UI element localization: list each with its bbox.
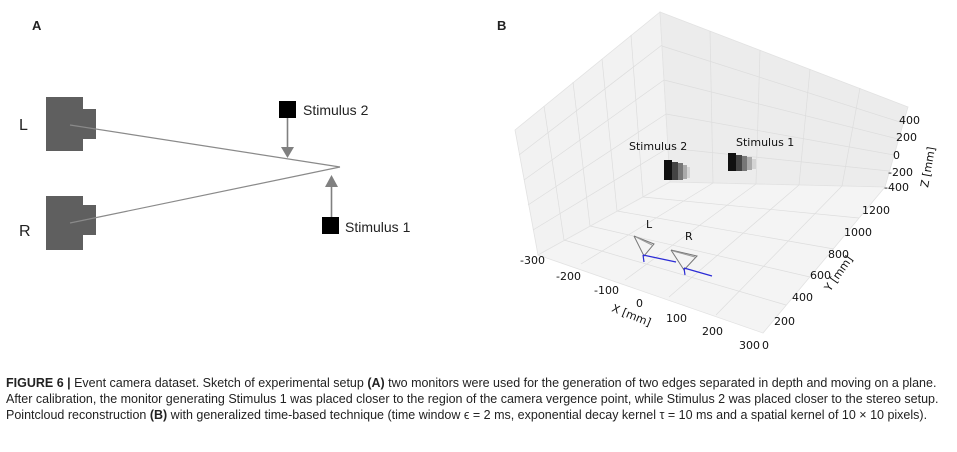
plot-camera-left-icon — [633, 235, 677, 263]
stimulus-2-label: Stimulus 2 — [303, 102, 369, 118]
panel-b-letter: B — [497, 18, 506, 33]
y-tick-4: 600 — [810, 269, 831, 282]
sight-line-right — [69, 166, 341, 224]
x-tick-6: 200 — [702, 325, 723, 338]
x-tick-2: -200 — [556, 270, 581, 283]
stimulus-1-monitor — [322, 217, 339, 234]
x-tick-3: -100 — [594, 284, 619, 297]
caption-text-3: with generalized time-based technique (t… — [167, 408, 928, 422]
z-tick-1: 400 — [899, 114, 920, 127]
y-axis-ticks: 0 200 400 600 800 1000 1200 — [762, 204, 890, 352]
z-tick-2: 200 — [896, 131, 917, 144]
stimulus-1-pointcloud — [728, 153, 756, 171]
plot-stimulus-2-label: Stimulus 2 — [629, 140, 687, 153]
caption-ref-b: (B) — [149, 408, 168, 422]
stimulus-1-arrow-head — [325, 175, 338, 187]
stimulus-2-arrow-head — [281, 147, 294, 158]
x-axis-title: X [mm] — [610, 302, 653, 329]
caption-text-1: Event camera dataset. Sketch of experime… — [70, 376, 368, 390]
z-tick-4: -200 — [888, 166, 913, 179]
y-tick-1: 0 — [762, 339, 769, 352]
y-tick-5: 800 — [828, 248, 849, 261]
z-tick-5: -400 — [884, 181, 909, 194]
panel-b: B — [497, 11, 938, 352]
figure-6: A L R Stimulus 2 Stimulus 1 B — [19, 11, 938, 352]
y-tick-6: 1000 — [844, 226, 872, 239]
plot-camera-right-icon — [670, 249, 713, 277]
plot-camera-right-label: R — [685, 230, 693, 243]
x-axis-ticks: -300 -200 -100 0 100 200 300 — [520, 254, 760, 352]
caption-label: FIGURE 6 | — [6, 376, 71, 390]
stimulus-2-monitor — [279, 101, 296, 118]
caption-ref-a: (A) — [367, 376, 385, 390]
stimulus-2-pointcloud — [664, 160, 690, 180]
panel-a: A L R Stimulus 2 Stimulus 1 — [19, 18, 411, 250]
x-tick-5: 100 — [666, 312, 687, 325]
x-tick-1: -300 — [520, 254, 545, 267]
y-tick-2: 200 — [774, 315, 795, 328]
z-tick-3: 0 — [893, 149, 900, 162]
y-tick-7: 1200 — [862, 204, 890, 217]
plot-stimulus-1-label: Stimulus 1 — [736, 136, 794, 149]
panel-a-letter: A — [32, 18, 42, 33]
camera-left-icon — [46, 97, 96, 151]
z-axis-title: Z [mm] — [918, 146, 938, 189]
stimulus-1-label: Stimulus 1 — [345, 219, 411, 235]
camera-right-icon — [46, 196, 96, 250]
x-tick-7: 300 — [739, 339, 760, 352]
camera-left-label: L — [19, 117, 28, 134]
figure-caption: FIGURE 6 | Event camera dataset. Sketch … — [6, 375, 950, 423]
camera-right-label: R — [19, 223, 31, 240]
x-tick-4: 0 — [636, 297, 643, 310]
caption-text-2: two monitors were used for the generatio… — [6, 376, 939, 422]
plot-3d-box — [514, 11, 909, 334]
plot-camera-left-label: L — [646, 218, 653, 231]
sight-line-left — [69, 124, 341, 168]
z-axis-ticks: 400 200 0 -200 -400 — [884, 114, 920, 194]
y-tick-3: 400 — [792, 291, 813, 304]
